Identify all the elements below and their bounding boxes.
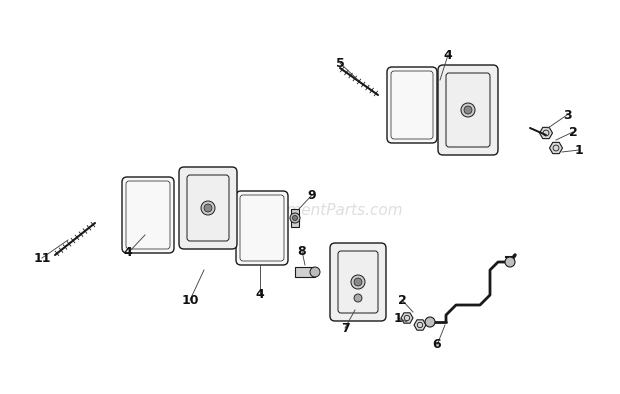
Circle shape xyxy=(354,278,362,286)
Polygon shape xyxy=(414,320,426,330)
Text: 4: 4 xyxy=(123,247,133,260)
Text: 6: 6 xyxy=(433,338,441,351)
FancyBboxPatch shape xyxy=(330,243,386,321)
FancyBboxPatch shape xyxy=(236,191,288,265)
Circle shape xyxy=(461,103,475,117)
Polygon shape xyxy=(549,142,562,154)
Text: 3: 3 xyxy=(563,108,571,121)
Polygon shape xyxy=(291,209,299,227)
FancyBboxPatch shape xyxy=(438,65,498,155)
Circle shape xyxy=(351,275,365,289)
Text: 4: 4 xyxy=(255,288,264,301)
FancyBboxPatch shape xyxy=(122,177,174,253)
Polygon shape xyxy=(401,313,413,323)
Polygon shape xyxy=(539,127,552,139)
Text: 2: 2 xyxy=(397,294,406,307)
Circle shape xyxy=(464,106,472,114)
Text: 1: 1 xyxy=(394,312,402,325)
Text: 5: 5 xyxy=(335,56,344,69)
Text: 10: 10 xyxy=(181,294,199,307)
Circle shape xyxy=(505,257,515,267)
Text: 1: 1 xyxy=(575,143,583,156)
Circle shape xyxy=(425,317,435,327)
Circle shape xyxy=(293,216,298,221)
FancyBboxPatch shape xyxy=(387,67,437,143)
Text: 8: 8 xyxy=(298,245,306,258)
Circle shape xyxy=(290,213,300,223)
Polygon shape xyxy=(295,267,315,277)
Circle shape xyxy=(310,267,320,277)
Text: eReplacementParts.com: eReplacementParts.com xyxy=(216,203,404,217)
FancyBboxPatch shape xyxy=(179,167,237,249)
Text: 11: 11 xyxy=(33,251,51,264)
Circle shape xyxy=(204,204,212,212)
Text: 9: 9 xyxy=(308,188,316,201)
Text: 7: 7 xyxy=(340,322,350,335)
Text: 4: 4 xyxy=(444,48,453,61)
Circle shape xyxy=(354,294,362,302)
Text: 2: 2 xyxy=(569,126,577,139)
Circle shape xyxy=(201,201,215,215)
